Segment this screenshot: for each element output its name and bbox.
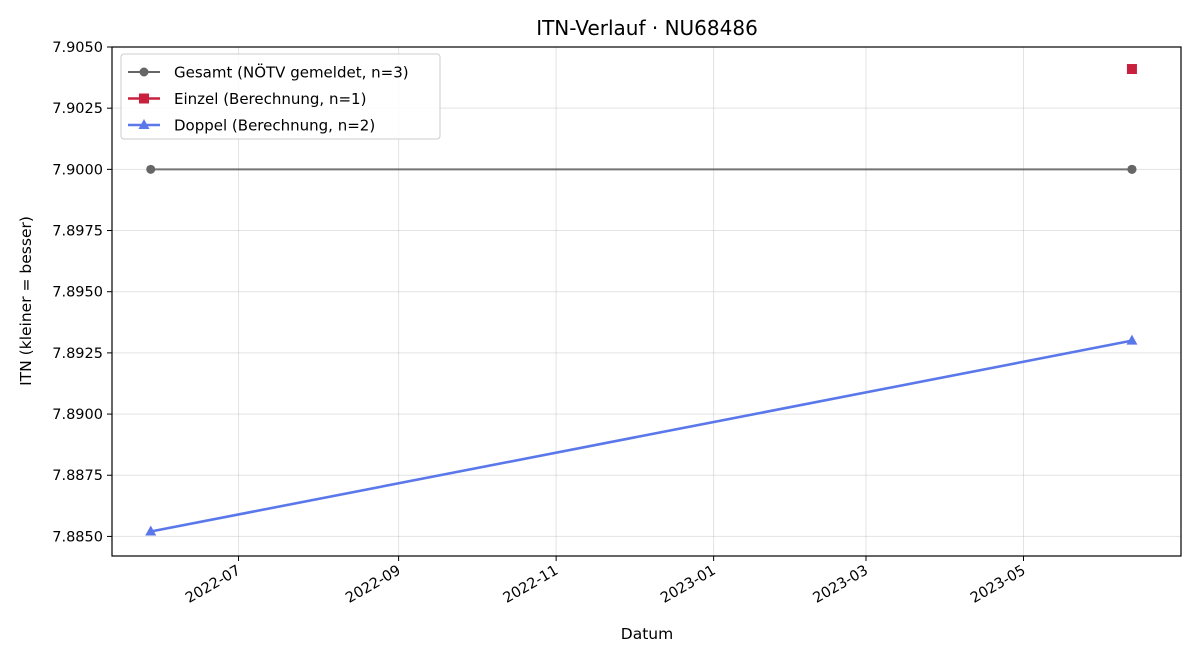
legend-swatch-marker bbox=[139, 67, 149, 77]
data-point bbox=[1127, 164, 1137, 174]
y-tick-label: 7.8925 bbox=[52, 346, 103, 362]
series-2 bbox=[145, 334, 1138, 536]
x-tick-label: 2023-03 bbox=[811, 563, 871, 607]
x-axis-label: Datum bbox=[621, 625, 673, 643]
y-tick-label: 7.8875 bbox=[52, 468, 103, 484]
y-tick-label: 7.8975 bbox=[52, 224, 103, 240]
series-0 bbox=[146, 164, 1137, 174]
chart-title: ITN-Verlauf · NU68486 bbox=[536, 16, 758, 40]
x-tick-label: 2022-07 bbox=[183, 563, 243, 607]
legend-label: Gesamt (NÖTV gemeldet, n=3) bbox=[174, 63, 409, 82]
series-1 bbox=[1126, 64, 1137, 75]
legend-item: Einzel (Berechnung, n=1) bbox=[128, 90, 366, 108]
legend-label: Einzel (Berechnung, n=1) bbox=[174, 90, 366, 108]
y-tick-label: 7.8950 bbox=[52, 285, 103, 301]
x-tick-label: 2023-05 bbox=[968, 563, 1028, 607]
data-point bbox=[146, 164, 156, 174]
legend-frame bbox=[120, 53, 441, 140]
data-point bbox=[1126, 64, 1137, 75]
y-tick-label: 7.9025 bbox=[52, 101, 103, 117]
legend: Gesamt (NÖTV gemeldet, n=3) Einzel (Berec… bbox=[120, 53, 441, 140]
series-layer bbox=[145, 64, 1138, 536]
legend-item: Gesamt (NÖTV gemeldet, n=3) bbox=[128, 63, 409, 82]
x-tick-label: 2022-11 bbox=[501, 563, 561, 607]
y-axis-label: ITN (kleiner = besser) bbox=[17, 216, 35, 386]
y-tick-label: 7.9050 bbox=[52, 40, 103, 56]
y-tick-label: 7.9000 bbox=[52, 162, 103, 178]
legend-item: Doppel (Berechnung, n=2) bbox=[128, 117, 375, 135]
legend-label: Doppel (Berechnung, n=2) bbox=[174, 117, 375, 135]
y-tick-label: 7.8850 bbox=[52, 529, 103, 545]
x-tick-label: 2023-01 bbox=[658, 563, 718, 607]
series-line bbox=[150, 339, 1133, 533]
y-tick-label: 7.8900 bbox=[52, 407, 103, 423]
legend-swatch-marker bbox=[138, 119, 150, 129]
data-point bbox=[145, 525, 157, 536]
data-point bbox=[1126, 334, 1138, 345]
plot-frame bbox=[111, 46, 1182, 557]
x-tick-label: 2022-09 bbox=[343, 563, 403, 607]
legend-swatch-marker bbox=[139, 93, 149, 104]
